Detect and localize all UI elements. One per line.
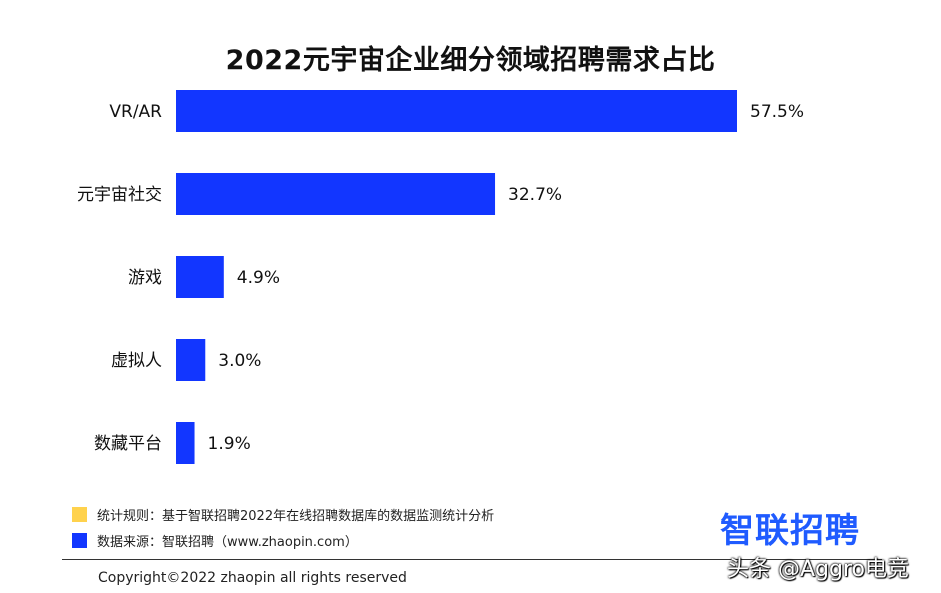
legend-item-rule: 统计规则：基于智联招聘2022年在线招聘数据库的数据监测统计分析 bbox=[72, 505, 494, 524]
category-label-2: 游戏 bbox=[128, 268, 162, 288]
bar-0 bbox=[176, 90, 737, 132]
footer-divider bbox=[62, 559, 882, 560]
category-label-3: 虚拟人 bbox=[111, 351, 162, 371]
category-label-0: VR/AR bbox=[109, 102, 162, 122]
legend-label-rule: 统计规则：基于智联招聘2022年在线招聘数据库的数据监测统计分析 bbox=[97, 509, 495, 524]
bar-2 bbox=[176, 256, 224, 298]
value-label-3: 3.0% bbox=[218, 351, 261, 371]
category-label-1: 元宇宙社交 bbox=[77, 185, 162, 205]
bar-3 bbox=[176, 339, 206, 381]
legend-item-source: 数据来源：智联招聘（www.zhaopin.com） bbox=[72, 531, 358, 550]
legend-swatch-blue bbox=[72, 533, 87, 548]
category-label-4: 数藏平台 bbox=[94, 434, 162, 454]
zhaopin-logo: 智联招聘 bbox=[720, 511, 860, 551]
watermark-text: 头条 @Aggro电竞 bbox=[727, 557, 909, 582]
bar-4 bbox=[176, 422, 195, 464]
value-label-1: 32.7% bbox=[508, 185, 562, 205]
value-label-2: 4.9% bbox=[237, 268, 280, 288]
value-label-0: 57.5% bbox=[750, 102, 804, 122]
copyright-text: Copyright©2022 zhaopin all rights reserv… bbox=[98, 570, 407, 586]
bar-1 bbox=[176, 173, 496, 215]
legend-label-source: 数据来源：智联招聘（www.zhaopin.com） bbox=[97, 535, 358, 550]
chart-title: 2022元宇宙企业细分领域招聘需求占比 bbox=[225, 45, 716, 76]
value-label-4: 1.9% bbox=[208, 434, 251, 454]
legend-swatch-yellow bbox=[72, 507, 87, 522]
